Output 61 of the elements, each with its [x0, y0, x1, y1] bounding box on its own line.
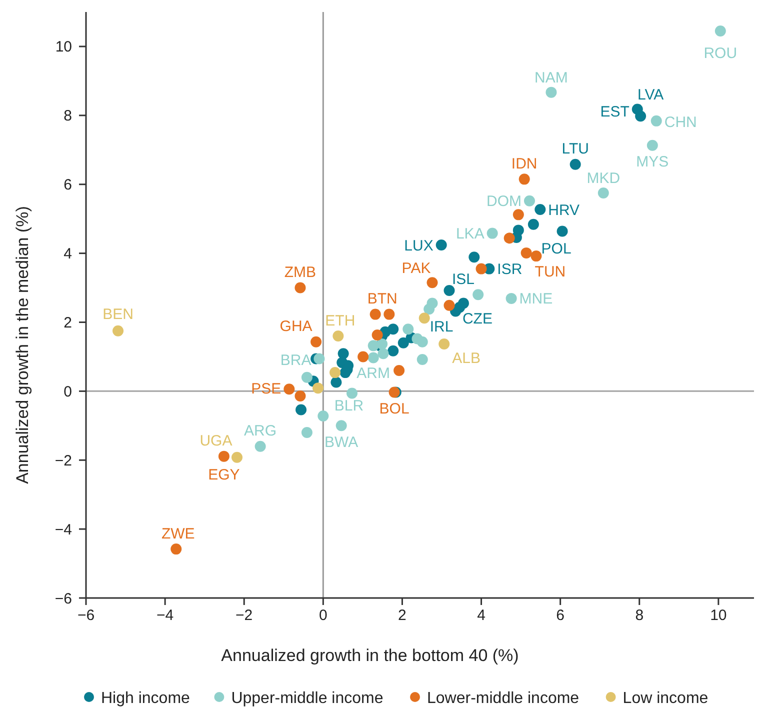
- x-tick-label: −6: [77, 607, 95, 624]
- annotation: PSE: [251, 380, 282, 398]
- x-axis-title: Annualized growth in the bottom 40 (%): [221, 646, 519, 665]
- x-tick-label: −4: [156, 607, 174, 624]
- annotation: ZWE: [161, 525, 195, 542]
- annotation: BOL: [379, 400, 410, 418]
- annotation: NAM: [534, 70, 568, 87]
- x-tick-label: 6: [556, 607, 564, 624]
- annotation: TUN: [534, 263, 566, 280]
- annotation: BWA: [324, 434, 358, 451]
- x-tick-label: −2: [236, 607, 253, 624]
- annotation: ISR: [497, 261, 522, 278]
- legend-label: Lower-middle income: [427, 690, 580, 707]
- y-tick-label: 6: [64, 176, 72, 194]
- annotation: POL: [541, 240, 572, 258]
- annotation: IRL: [430, 318, 454, 336]
- annotation: BRA: [280, 352, 312, 370]
- annotation: ALB: [452, 350, 480, 368]
- annotation: LVA: [637, 86, 664, 104]
- annotation: LTU: [562, 140, 589, 158]
- annotation: ARM: [356, 364, 390, 382]
- y-tick-label: 0: [64, 383, 72, 400]
- annotation: MKD: [586, 170, 620, 188]
- annotation: LKA: [456, 226, 484, 243]
- annotation: BEN: [102, 306, 134, 324]
- annotation: ROU: [704, 45, 738, 62]
- annotation: CZE: [462, 310, 492, 328]
- annotation: EST: [600, 103, 630, 120]
- legend-label: Upper-middle income: [231, 690, 384, 707]
- annotation: BLR: [334, 397, 364, 414]
- annotation: PAK: [402, 260, 431, 277]
- annotation: CHN: [664, 114, 697, 132]
- annotation: MNE: [519, 290, 553, 308]
- y-tick-label: −4: [54, 521, 72, 538]
- y-tick-label: 2: [64, 314, 72, 332]
- annotation: LUX: [404, 237, 434, 254]
- annotation: IDN: [511, 155, 538, 172]
- y-tick-label: 4: [64, 246, 72, 263]
- legend-label: Low income: [622, 690, 708, 707]
- annotation: EGY: [208, 466, 240, 484]
- annotation: GHA: [280, 318, 312, 336]
- annotation: MYS: [636, 154, 669, 171]
- y-axis-title: Annualized growth in the median (%): [13, 206, 32, 484]
- y-tick-label: −2: [54, 452, 72, 470]
- x-tick-label: 10: [710, 607, 727, 624]
- x-tick-label: 4: [477, 607, 486, 624]
- annotation: BTN: [367, 290, 398, 308]
- x-tick-label: 8: [635, 607, 644, 624]
- y-tick-label: 10: [55, 38, 72, 56]
- legend-label: High income: [101, 690, 190, 707]
- annotation: ETH: [325, 312, 356, 330]
- y-tick-label: 8: [64, 108, 72, 125]
- annotation: UGA: [200, 432, 232, 450]
- x-tick-label: 2: [398, 607, 406, 624]
- annotation: HRV: [548, 202, 580, 219]
- y-tick-label: −6: [54, 590, 72, 608]
- annotation: ZMB: [284, 264, 316, 282]
- annotation: ARG: [244, 422, 277, 440]
- x-tick-label: 0: [318, 607, 328, 624]
- annotation: DOM: [486, 193, 522, 210]
- annotation: ISL: [452, 270, 475, 288]
